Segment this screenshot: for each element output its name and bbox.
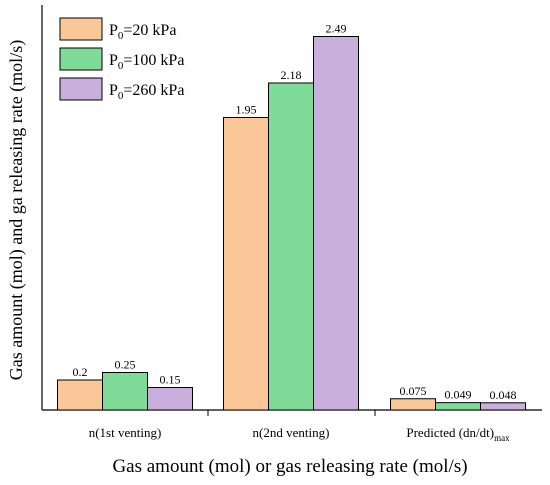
bar-value-label: 0.075 [400,384,427,398]
bar-series1-cat1 [57,379,103,411]
plot-area: 0.2 1.95 0.075 0.25 2.18 0.049 0.15 2.49 0.048 n(… [41,5,542,443]
legend-label-series1: P0=20 kPa [109,22,176,42]
bar-series3-cat1 [147,387,193,411]
legend-swatch-series3 [59,77,103,101]
bar-value-label: 2.18 [281,68,302,82]
x-tick-label: Predicted (dn/dt)max [406,425,510,443]
bar-value-label: 0.048 [490,388,517,402]
x-tick-label: n(1st venting) [89,425,162,440]
bar-value-label: 0.25 [115,358,136,372]
bar-value-label: 0.2 [73,365,88,379]
bar-series3-cat2 [313,36,359,411]
bar-series2-cat3 [435,402,481,411]
bar-series3-cat3 [480,402,526,411]
bar-value-label: 0.15 [160,373,181,387]
legend-swatch-series2 [59,47,103,71]
x-tick-label: n(2nd venting) [253,425,330,440]
bar-value-label: 1.95 [236,103,257,117]
x-axis-label: Gas amount (mol) or gas releasing rate (… [112,456,467,477]
bar-value-label: 0.049 [445,388,472,402]
bar-series2-cat1 [102,372,148,411]
y-axis-label: Gas amount (mol) and ga releasing rate (… [6,40,27,380]
legend-label-series3: P0=260 kPa [109,82,184,102]
bar-series2-cat2 [268,82,314,411]
legend-label-series2: P0=100 kPa [109,52,184,72]
bar-series1-cat2 [223,117,269,411]
bar-series1-cat3 [390,398,436,411]
legend-swatch-series1 [59,17,103,41]
bar-value-label: 2.49 [326,22,347,36]
legend: P0=20 kPa P0=100 kPa P0=260 kPa [59,17,184,102]
